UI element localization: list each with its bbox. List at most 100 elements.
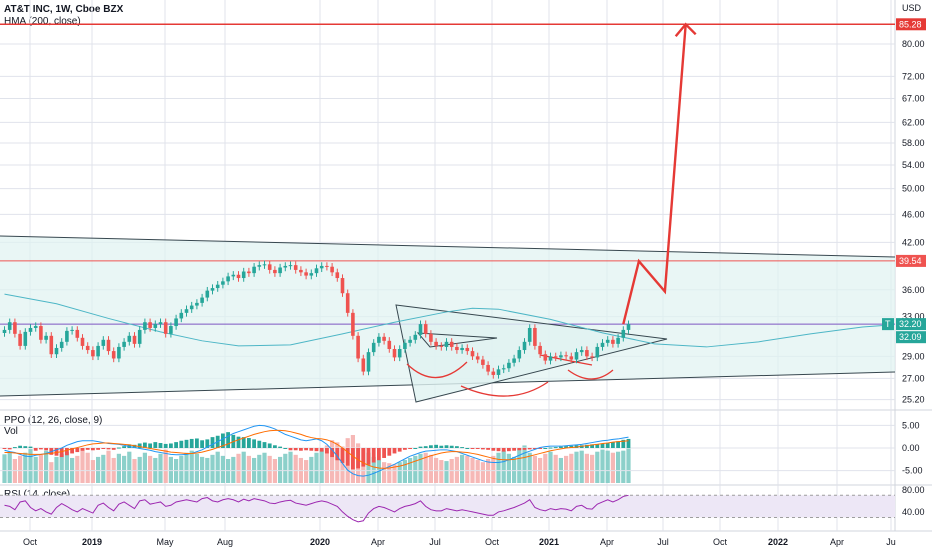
candle-body[interactable] bbox=[356, 335, 360, 359]
volume-bar[interactable] bbox=[200, 456, 205, 483]
candle-body[interactable] bbox=[132, 335, 137, 344]
ppo-histogram-bar[interactable] bbox=[247, 438, 251, 448]
candle-body[interactable] bbox=[65, 330, 69, 342]
volume-bar[interactable] bbox=[127, 451, 132, 483]
candle-body[interactable] bbox=[595, 346, 600, 358]
volume-bar[interactable] bbox=[324, 445, 329, 483]
volume-bar[interactable] bbox=[392, 464, 397, 483]
candle-body[interactable] bbox=[148, 322, 152, 328]
candle-body[interactable] bbox=[257, 265, 262, 267]
ppo-histogram-bar[interactable] bbox=[397, 448, 402, 452]
triangle-pattern[interactable] bbox=[395, 304, 668, 403]
candle-body[interactable] bbox=[491, 371, 496, 375]
candle-body[interactable] bbox=[33, 326, 38, 328]
ppo-histogram-bar[interactable] bbox=[626, 438, 631, 448]
ppo-histogram-bar[interactable] bbox=[158, 443, 163, 448]
ppo-histogram-bar[interactable] bbox=[148, 443, 152, 448]
ppo-histogram-bar[interactable] bbox=[278, 446, 282, 448]
candle-body[interactable] bbox=[2, 329, 7, 334]
ppo-histogram-bar[interactable] bbox=[39, 448, 43, 450]
candle-body[interactable] bbox=[85, 345, 90, 351]
volume-bar[interactable] bbox=[246, 455, 251, 483]
volume-bar[interactable] bbox=[506, 453, 511, 483]
volume-bar[interactable] bbox=[621, 450, 626, 483]
volume-bar[interactable] bbox=[402, 460, 407, 483]
volume-bar[interactable] bbox=[610, 452, 615, 483]
ppo-histogram-bar[interactable] bbox=[382, 448, 386, 458]
volume-bar[interactable] bbox=[293, 454, 298, 483]
candle-body[interactable] bbox=[444, 341, 449, 347]
candle-body[interactable] bbox=[283, 265, 288, 268]
ppo-histogram-bar[interactable] bbox=[221, 433, 225, 448]
ppo-histogram-bar[interactable] bbox=[13, 447, 17, 449]
volume-bar[interactable] bbox=[527, 452, 532, 483]
candle-body[interactable] bbox=[559, 355, 563, 358]
ppo-histogram-bar[interactable] bbox=[413, 448, 418, 449]
candle-body[interactable] bbox=[486, 364, 490, 372]
volume-bar[interactable] bbox=[543, 453, 548, 483]
volume-bar[interactable] bbox=[142, 452, 147, 483]
ppo-histogram-bar[interactable] bbox=[512, 448, 516, 451]
candle-body[interactable] bbox=[351, 312, 355, 336]
volume-bar[interactable] bbox=[90, 460, 95, 483]
candle-body[interactable] bbox=[522, 341, 527, 351]
candle-body[interactable] bbox=[13, 322, 17, 334]
volume-bar[interactable] bbox=[335, 442, 340, 483]
candle-body[interactable] bbox=[512, 358, 516, 363]
volume-bar[interactable] bbox=[44, 450, 49, 483]
candle-body[interactable] bbox=[80, 337, 85, 346]
candle-body[interactable] bbox=[330, 266, 334, 273]
ppo-histogram-bar[interactable] bbox=[543, 448, 548, 449]
ppo-histogram-bar[interactable] bbox=[325, 448, 329, 454]
ppo-histogram-bar[interactable] bbox=[351, 448, 355, 470]
volume-bar[interactable] bbox=[605, 450, 610, 483]
volume-bar[interactable] bbox=[397, 462, 402, 483]
volume-bar[interactable] bbox=[465, 455, 470, 483]
volume-bar[interactable] bbox=[454, 456, 459, 483]
ppo-histogram-bar[interactable] bbox=[564, 446, 568, 448]
volume-bar[interactable] bbox=[569, 453, 574, 483]
ppo-histogram-bar[interactable] bbox=[293, 448, 298, 451]
ppo-histogram-bar[interactable] bbox=[455, 446, 459, 448]
candle-body[interactable] bbox=[460, 347, 464, 351]
candle-body[interactable] bbox=[54, 347, 59, 355]
ppo-histogram-bar[interactable] bbox=[387, 448, 392, 456]
volume-bar[interactable] bbox=[517, 448, 522, 483]
volume-bar[interactable] bbox=[59, 453, 64, 483]
volume-bar[interactable] bbox=[148, 455, 153, 483]
candle-body[interactable] bbox=[626, 324, 631, 330]
ppo-histogram-bar[interactable] bbox=[189, 438, 194, 448]
channel-upper-line[interactable] bbox=[0, 235, 896, 258]
ppo-histogram-bar[interactable] bbox=[18, 445, 22, 448]
volume-bar[interactable] bbox=[330, 440, 335, 483]
volume-bar[interactable] bbox=[480, 462, 485, 483]
candle-body[interactable] bbox=[163, 322, 168, 334]
volume-bar[interactable] bbox=[236, 453, 241, 483]
volume-bar[interactable] bbox=[262, 452, 267, 483]
ppo-histogram-bar[interactable] bbox=[423, 446, 428, 448]
ppo-histogram-bar[interactable] bbox=[533, 448, 537, 449]
ppo-histogram-bar[interactable] bbox=[70, 448, 74, 454]
volume-bar[interactable] bbox=[553, 454, 558, 483]
candle-body[interactable] bbox=[169, 326, 173, 334]
ppo-histogram-bar[interactable] bbox=[465, 448, 470, 449]
ppo-histogram-bar[interactable] bbox=[91, 448, 95, 451]
candle-body[interactable] bbox=[18, 333, 22, 346]
ppo-histogram-bar[interactable] bbox=[179, 440, 184, 448]
ppo-histogram-bar[interactable] bbox=[153, 442, 158, 448]
volume-bar[interactable] bbox=[283, 453, 288, 483]
candle-body[interactable] bbox=[366, 352, 371, 372]
volume-bar[interactable] bbox=[54, 456, 59, 483]
volume-bar[interactable] bbox=[579, 450, 584, 483]
candle-body[interactable] bbox=[200, 297, 204, 303]
candle-body[interactable] bbox=[309, 273, 314, 276]
candle-body[interactable] bbox=[377, 336, 381, 343]
volume-bar[interactable] bbox=[304, 460, 309, 483]
volume-bar[interactable] bbox=[194, 453, 199, 483]
volume-bar[interactable] bbox=[267, 455, 272, 483]
volume-bar[interactable] bbox=[80, 448, 85, 483]
ppo-histogram-bar[interactable] bbox=[590, 444, 594, 448]
volume-bar[interactable] bbox=[231, 456, 236, 483]
volume-bar[interactable] bbox=[501, 450, 506, 483]
